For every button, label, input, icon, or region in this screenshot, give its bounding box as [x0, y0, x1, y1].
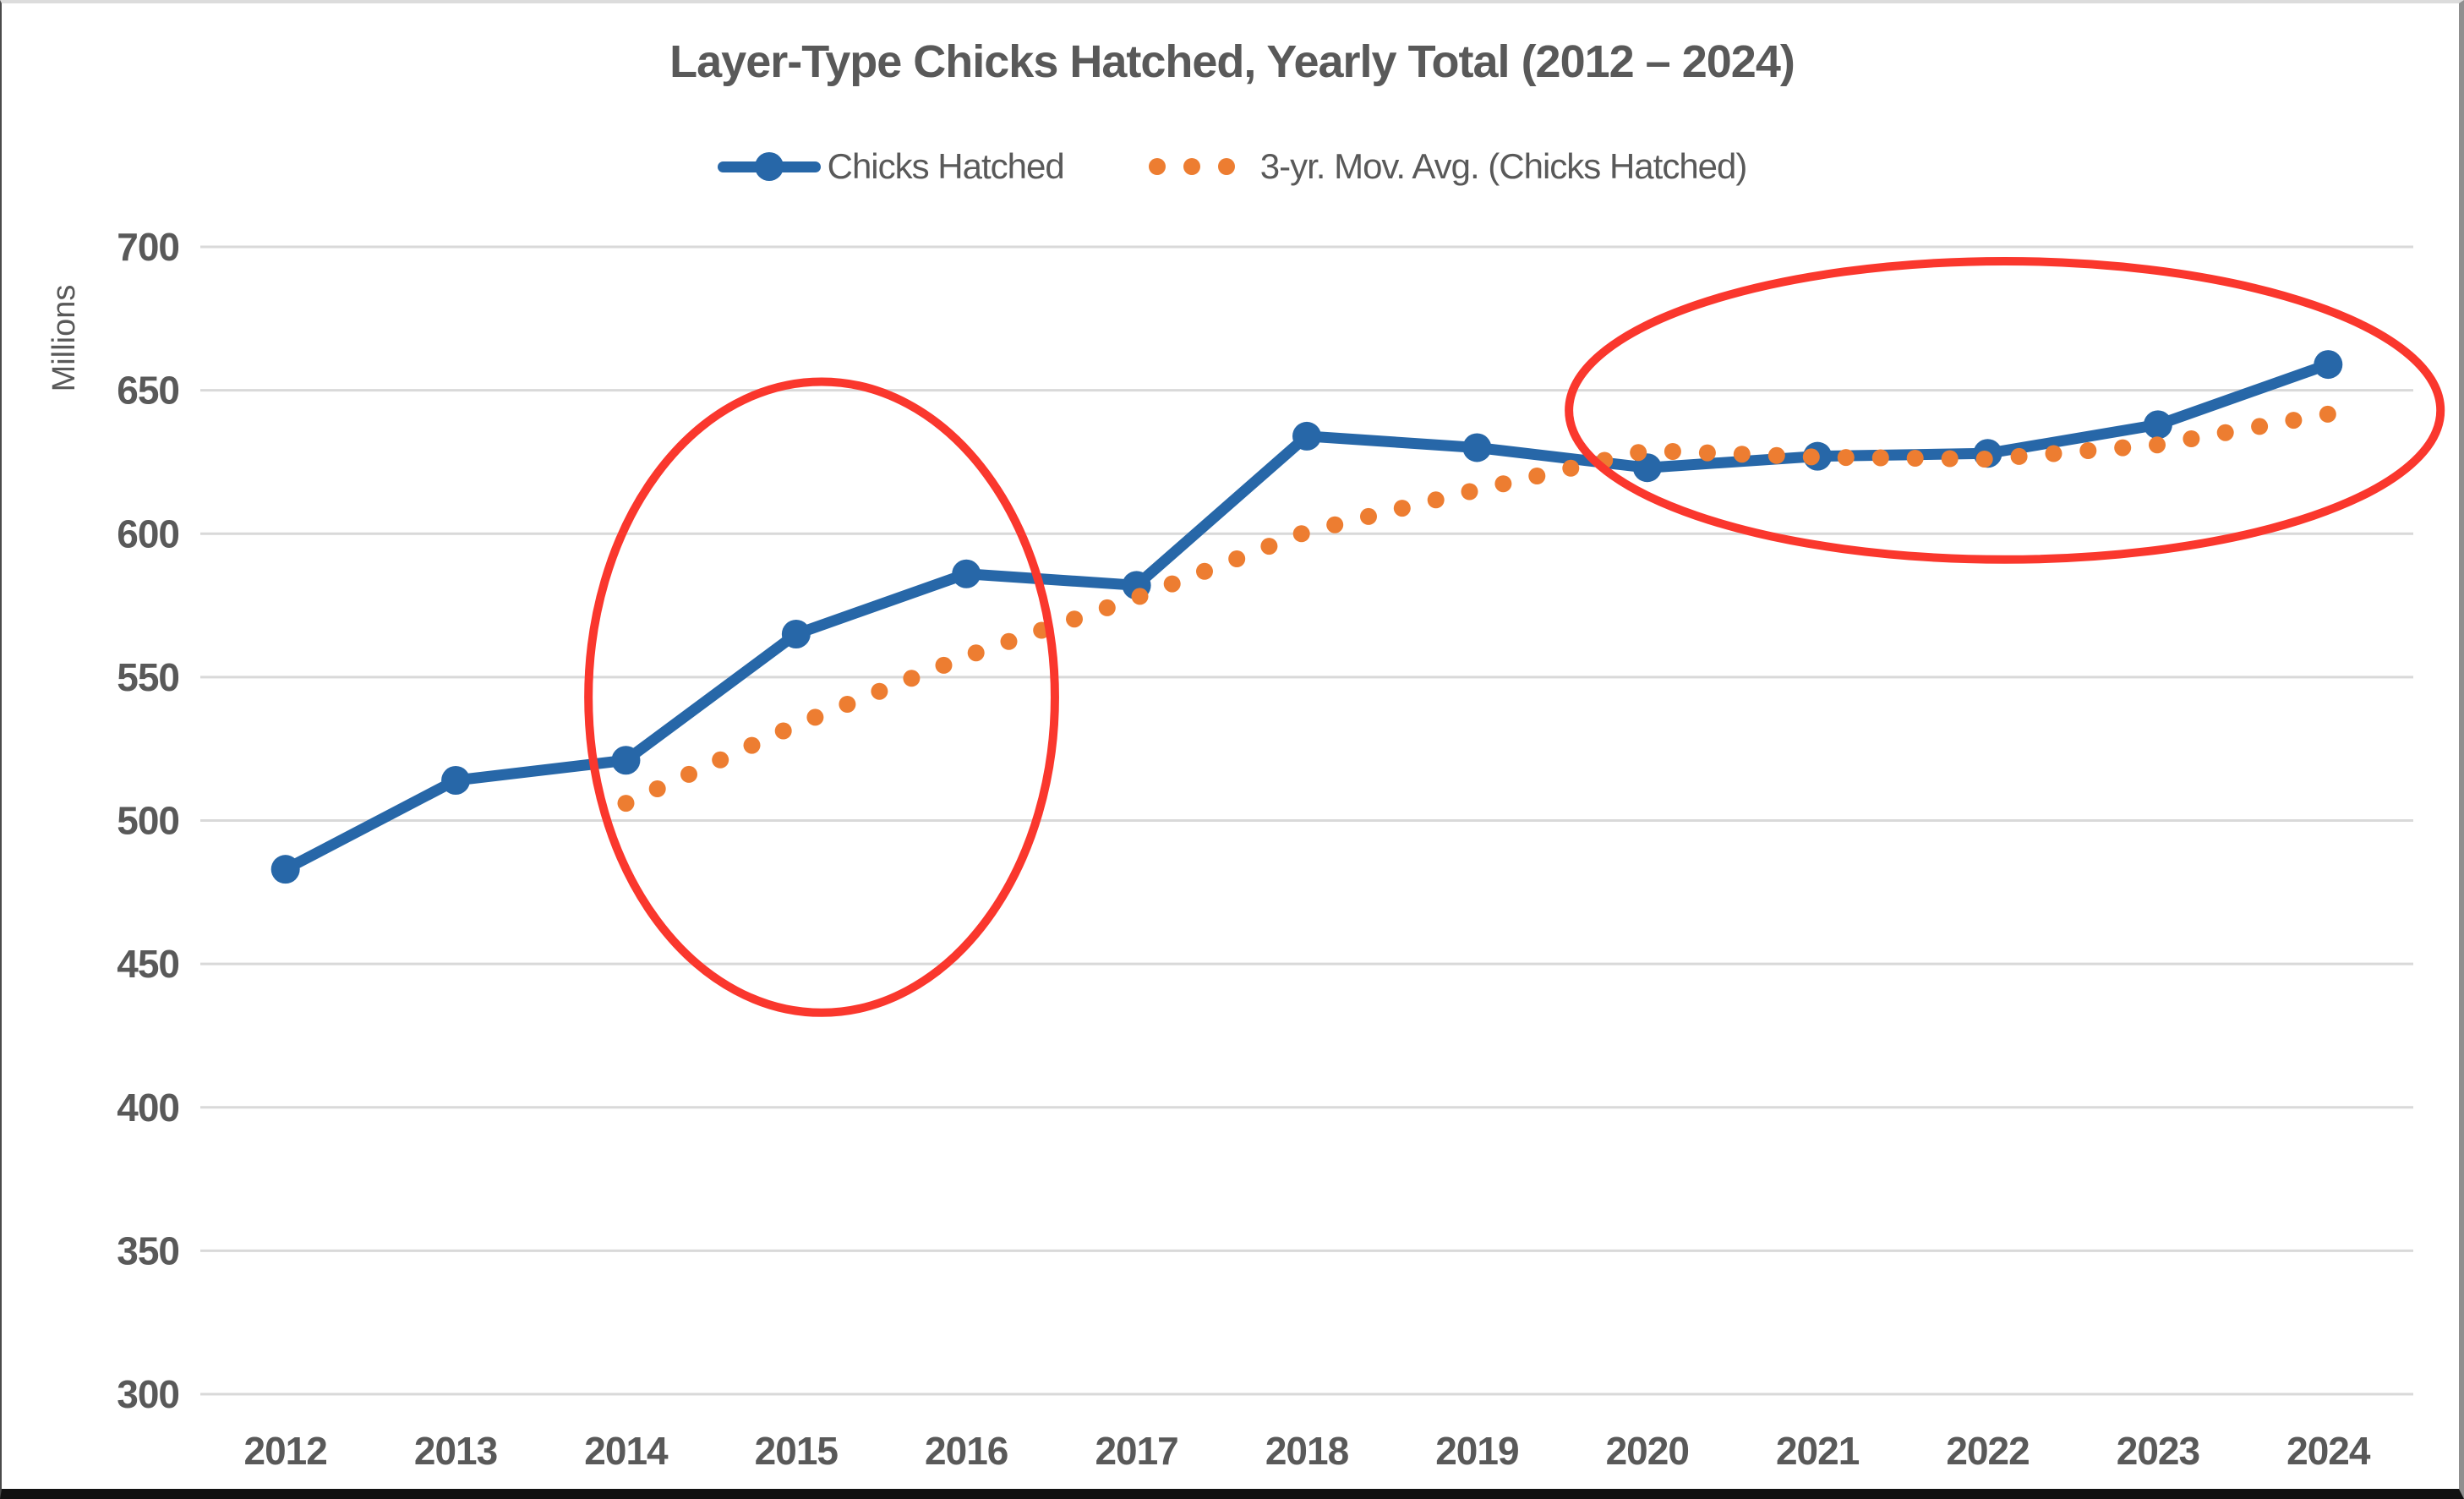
series-chicks-hatched-marker — [2143, 410, 2172, 440]
series-moving-average-dot — [839, 696, 856, 713]
series-moving-average-dot — [1975, 451, 1993, 468]
series-moving-average-dot — [1260, 538, 1278, 555]
legend-label-moving-average: 3-yr. Mov. Avg. (Chicks Hatched) — [1259, 146, 1748, 186]
series-moving-average-dot — [2285, 412, 2303, 429]
x-tick-label: 2023 — [2117, 1429, 2199, 1473]
y-tick-label: 600 — [117, 512, 179, 555]
series-moving-average-dot — [1461, 483, 1478, 501]
series-moving-average-dot — [680, 765, 697, 783]
series-moving-average-dot — [2183, 430, 2200, 447]
series-moving-average-dot — [2010, 447, 2028, 465]
series-moving-average-dot — [1427, 491, 1445, 509]
series-moving-average-dot — [1733, 446, 1751, 463]
x-tick-label: 2024 — [2286, 1429, 2371, 1473]
series-moving-average-dot — [1837, 449, 1855, 467]
annotation-ellipse-2 — [1565, 256, 2445, 564]
legend-item-moving-average: 3-yr. Mov. Avg. (Chicks Hatched) — [1148, 146, 1748, 187]
series-moving-average-dot — [1000, 632, 1018, 650]
x-tick-label: 2020 — [1606, 1429, 1689, 1473]
x-tick-label: 2019 — [1435, 1429, 1518, 1473]
series-moving-average-dot — [1871, 449, 1889, 467]
series-moving-average-dot — [1767, 446, 1785, 464]
legend-marker-dot — [754, 152, 784, 181]
series-moving-average-dot — [967, 644, 985, 662]
series-moving-average-dot — [1196, 562, 1213, 580]
legend-dot-icon — [1183, 158, 1200, 175]
x-tick-label: 2014 — [584, 1429, 669, 1473]
series-moving-average-dot — [1562, 459, 1580, 477]
series-moving-average-dot — [1393, 500, 1411, 517]
series-chicks-hatched-marker — [441, 766, 471, 796]
y-axis-title: Millions — [46, 285, 82, 392]
series-moving-average-dot — [1528, 468, 1546, 484]
series-moving-average-dot — [1941, 450, 1959, 468]
series-moving-average-dot — [2319, 405, 2336, 423]
x-tick-label: 2015 — [755, 1429, 839, 1473]
legend-line-marker-swatch — [717, 152, 821, 181]
series-chicks-hatched-marker — [781, 619, 811, 648]
series-moving-average-dot — [871, 682, 888, 700]
y-tick-label: 450 — [117, 942, 179, 986]
legend-item-chicks-hatched: Chicks Hatched — [717, 146, 1065, 187]
series-moving-average-dot — [1228, 550, 1246, 567]
series-moving-average-dot — [2149, 436, 2166, 454]
legend-dot-icon — [1148, 158, 1166, 175]
series-moving-average-dot — [806, 708, 824, 726]
y-tick-label: 700 — [117, 225, 179, 269]
series-moving-average-dot — [617, 795, 635, 812]
y-tick-label: 300 — [117, 1372, 179, 1416]
series-moving-average-dot — [2251, 418, 2269, 435]
series-moving-average-dot — [648, 780, 666, 797]
series-chicks-hatched-marker — [952, 559, 981, 588]
series-moving-average-dot — [2114, 439, 2132, 457]
legend-dot-icon — [1217, 158, 1235, 175]
series-moving-average-dot — [1802, 448, 1820, 466]
chart-title: Layer-Type Chicks Hatched, Yearly Total … — [669, 36, 1795, 87]
series-moving-average-dot — [2216, 424, 2234, 441]
y-tick-label: 500 — [117, 799, 179, 843]
series-moving-average-dot — [1292, 525, 1310, 543]
series-moving-average-dot — [1066, 610, 1083, 628]
series-moving-average-dot — [1698, 444, 1716, 462]
x-tick-label: 2013 — [414, 1429, 497, 1473]
series-moving-average-dot — [1906, 450, 1924, 467]
series-moving-average-dot — [2079, 442, 2097, 459]
series-chicks-hatched-marker — [1292, 421, 1321, 451]
series-moving-average-dot — [1326, 516, 1344, 533]
series-moving-average-dot — [1664, 443, 1681, 460]
series-moving-average-dot — [2045, 445, 2062, 462]
x-tick-label: 2018 — [1265, 1429, 1349, 1473]
series-moving-average-dot — [935, 656, 953, 674]
y-tick-label: 400 — [117, 1086, 179, 1130]
y-tick-label: 350 — [117, 1228, 179, 1272]
series-chicks-hatched-marker — [270, 855, 300, 884]
x-tick-label: 2017 — [1095, 1429, 1177, 1473]
series-moving-average-dot — [1494, 475, 1512, 493]
series-moving-average-dot — [1163, 575, 1181, 593]
series-chicks-hatched-marker — [2314, 350, 2343, 380]
series-chicks-hatched-marker — [611, 746, 641, 775]
x-tick-label: 2012 — [244, 1429, 327, 1473]
annotation-ellipse-1 — [584, 377, 1059, 1017]
series-chicks-hatched-marker — [1462, 433, 1492, 462]
series-moving-average-dot — [743, 736, 761, 754]
series-moving-average-dot — [1131, 588, 1149, 605]
legend-label-chicks-hatched: Chicks Hatched — [827, 146, 1065, 186]
legend-dotted-swatch — [1148, 158, 1235, 175]
series-moving-average-dot — [1630, 444, 1647, 462]
x-tick-label: 2022 — [1946, 1429, 2029, 1473]
series-moving-average-dot — [774, 722, 792, 740]
legend: Chicks Hatched 3-yr. Mov. Avg. (Chicks H… — [0, 142, 2464, 191]
series-moving-average-dot — [712, 751, 729, 769]
y-tick-label: 550 — [117, 655, 179, 699]
series-moving-average-dot — [1360, 507, 1377, 525]
x-tick-label: 2021 — [1776, 1429, 1860, 1473]
series-moving-average-dot — [903, 670, 921, 687]
x-tick-label: 2016 — [925, 1429, 1008, 1473]
y-tick-label: 650 — [117, 369, 179, 413]
series-moving-average-dot — [1098, 599, 1116, 616]
